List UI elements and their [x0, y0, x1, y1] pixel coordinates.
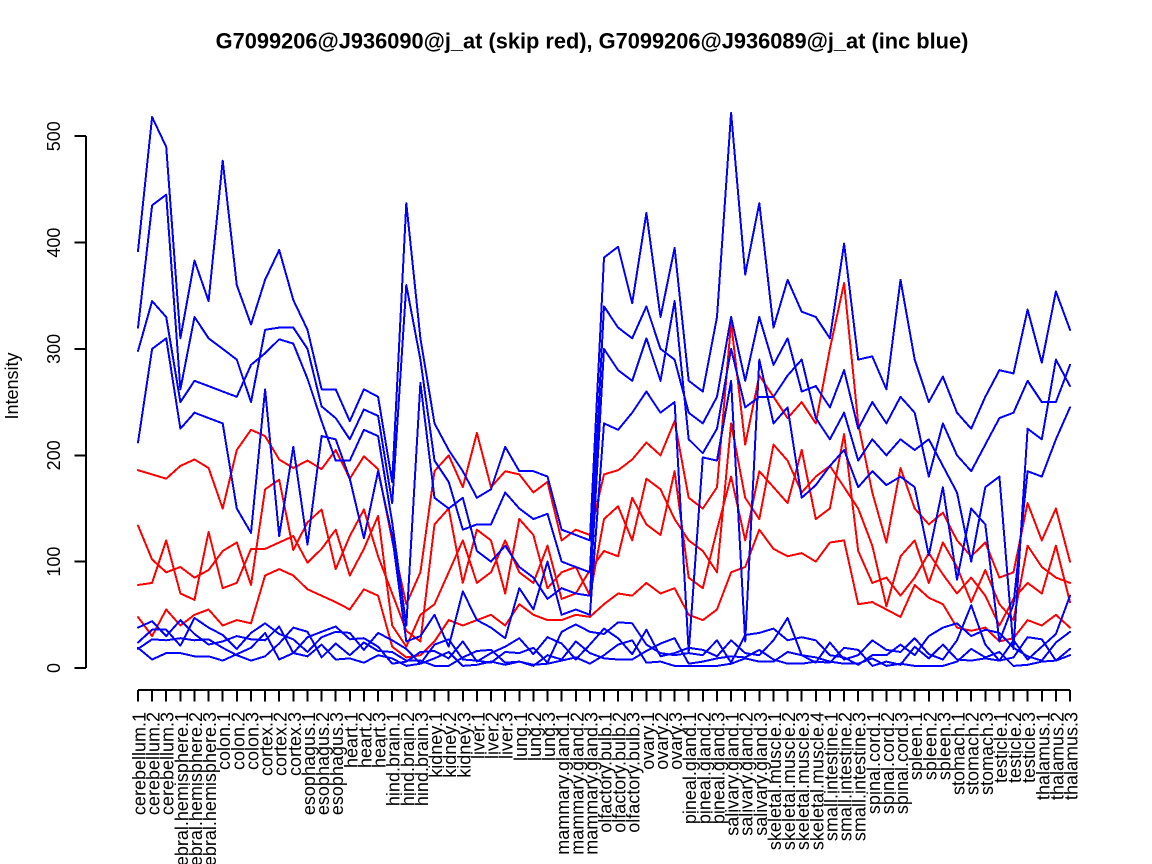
svg-text:small.intestine.3: small.intestine.3 [850, 712, 870, 841]
svg-text:mammary.gland.1: mammary.gland.1 [553, 712, 573, 855]
svg-text:cerebellum.3: cerebellum.3 [158, 712, 178, 815]
svg-text:cerebellum.1: cerebellum.1 [130, 712, 150, 815]
svg-text:cortex.3: cortex.3 [285, 712, 305, 776]
svg-text:spinal.cord.3: spinal.cord.3 [892, 712, 912, 814]
svg-text:hind.brain.3: hind.brain.3 [412, 712, 432, 806]
svg-text:salivary.gland.1: salivary.gland.1 [723, 712, 743, 836]
svg-text:lung.1: lung.1 [511, 712, 531, 761]
svg-text:small.intestine.1: small.intestine.1 [821, 712, 841, 841]
svg-text:kidney.3: kidney.3 [454, 712, 474, 778]
svg-text:spleen.1: spleen.1 [906, 712, 926, 780]
svg-text:thalamus.1: thalamus.1 [1033, 712, 1053, 800]
svg-text:Intensity: Intensity [2, 352, 22, 419]
svg-text:olfactory.bulb.3: olfactory.bulb.3 [624, 712, 644, 833]
svg-text:salivary.gland.3: salivary.gland.3 [751, 712, 771, 836]
svg-text:small.intestine.2: small.intestine.2 [836, 712, 856, 841]
svg-text:pineal.gland.2: pineal.gland.2 [694, 712, 714, 824]
svg-text:skeletal.muscle.4: skeletal.muscle.4 [807, 712, 827, 850]
svg-text:liver.2: liver.2 [483, 712, 503, 759]
svg-text:spinal.cord.1: spinal.cord.1 [864, 712, 884, 814]
svg-text:skeletal.muscle.1: skeletal.muscle.1 [765, 712, 785, 850]
svg-text:kidney.2: kidney.2 [440, 712, 460, 778]
svg-text:esophagus.3: esophagus.3 [327, 712, 347, 815]
svg-text:ovary.3: ovary.3 [666, 712, 686, 770]
svg-text:testicle.1: testicle.1 [991, 712, 1011, 783]
svg-text:200: 200 [44, 440, 64, 470]
svg-text:testicle.2: testicle.2 [1005, 712, 1025, 783]
svg-text:cortex.2: cortex.2 [271, 712, 291, 776]
svg-text:spleen.2: spleen.2 [920, 712, 940, 780]
svg-text:ovary.1: ovary.1 [638, 712, 658, 770]
svg-text:mammary.gland.3: mammary.gland.3 [581, 712, 601, 855]
svg-text:ovary.2: ovary.2 [652, 712, 672, 770]
svg-text:lung.3: lung.3 [539, 712, 559, 761]
svg-text:liver.1: liver.1 [468, 712, 488, 759]
svg-text:pineal.gland.3: pineal.gland.3 [709, 712, 729, 824]
svg-text:cerebral.hemisphere.1: cerebral.hemisphere.1 [172, 712, 192, 864]
svg-text:300: 300 [44, 334, 64, 364]
svg-text:colon.2: colon.2 [228, 712, 248, 770]
svg-text:olfactory.bulb.2: olfactory.bulb.2 [610, 712, 630, 833]
svg-text:400: 400 [44, 228, 64, 258]
svg-text:stomach.3: stomach.3 [977, 712, 997, 795]
svg-text:spinal.cord.2: spinal.cord.2 [878, 712, 898, 814]
svg-text:colon.3: colon.3 [243, 712, 263, 770]
svg-text:hind.brain.1: hind.brain.1 [384, 712, 404, 806]
svg-text:stomach.2: stomach.2 [963, 712, 983, 795]
svg-text:cerebellum.2: cerebellum.2 [144, 712, 164, 815]
svg-text:esophagus.1: esophagus.1 [299, 712, 319, 815]
svg-text:heart.1: heart.1 [341, 712, 361, 768]
svg-text:lung.2: lung.2 [525, 712, 545, 761]
svg-text:cerebral.hemisphere.2: cerebral.hemisphere.2 [186, 712, 206, 864]
svg-text:mammary.gland.2: mammary.gland.2 [567, 712, 587, 855]
svg-text:100: 100 [44, 547, 64, 577]
svg-text:salivary.gland.2: salivary.gland.2 [737, 712, 757, 836]
svg-text:heart.3: heart.3 [370, 712, 390, 768]
svg-text:colon.1: colon.1 [214, 712, 234, 770]
svg-text:kidney.1: kidney.1 [426, 712, 446, 778]
svg-text:cortex.1: cortex.1 [257, 712, 277, 776]
svg-text:olfactory.bulb.1: olfactory.bulb.1 [596, 712, 616, 833]
svg-text:spleen.3: spleen.3 [934, 712, 954, 780]
svg-text:skeletal.muscle.2: skeletal.muscle.2 [779, 712, 799, 850]
svg-text:stomach.1: stomach.1 [949, 712, 969, 795]
svg-text:testicle.3: testicle.3 [1019, 712, 1039, 783]
svg-text:thalamus.3: thalamus.3 [1062, 712, 1082, 800]
svg-text:esophagus.2: esophagus.2 [313, 712, 333, 815]
svg-text:skeletal.muscle.3: skeletal.muscle.3 [793, 712, 813, 850]
svg-text:hind.brain.2: hind.brain.2 [398, 712, 418, 806]
svg-text:500: 500 [44, 121, 64, 151]
svg-text:thalamus.2: thalamus.2 [1047, 712, 1067, 800]
svg-text:cerebral.hemisphere.3: cerebral.hemisphere.3 [200, 712, 220, 864]
svg-text:pineal.gland.1: pineal.gland.1 [680, 712, 700, 824]
svg-text:liver.3: liver.3 [497, 712, 517, 759]
svg-text:heart.2: heart.2 [355, 712, 375, 768]
svg-text:0: 0 [44, 663, 64, 673]
svg-text:G7099206@J936090@j_at (skip re: G7099206@J936090@j_at (skip red), G70992… [216, 29, 969, 54]
